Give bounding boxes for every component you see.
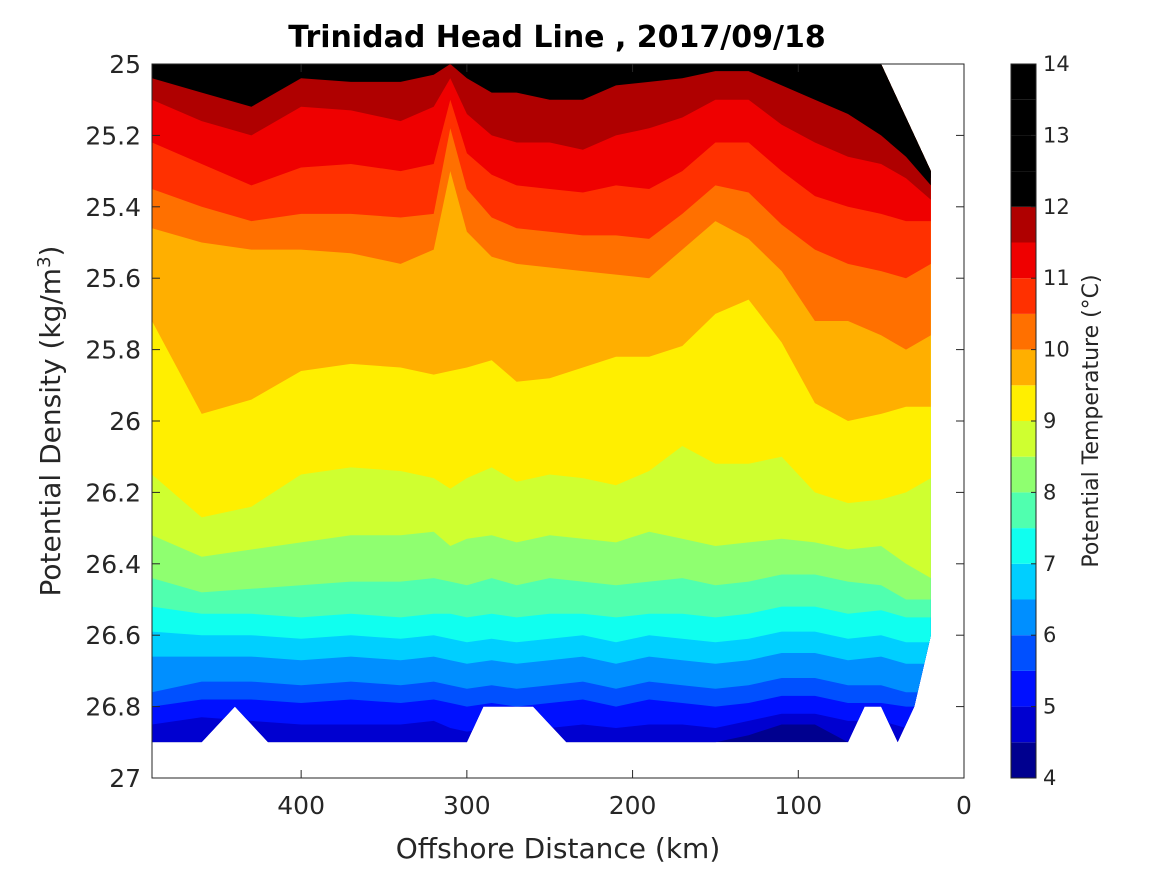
colorbar-swatch	[1011, 99, 1036, 136]
colorbar-tick-label: 11	[1043, 266, 1070, 290]
y-tick-label: 27	[109, 764, 141, 793]
colorbar-swatch	[1011, 706, 1036, 743]
y-tick-label: 26.8	[85, 693, 141, 722]
x-tick-label: 300	[443, 791, 491, 820]
y-tick-label: 26.6	[85, 621, 141, 650]
y-tick-label: 25	[109, 50, 141, 79]
colorbar-tick-label: 7	[1043, 552, 1056, 576]
y-tick-label: 26	[109, 407, 141, 436]
colorbar-swatch	[1011, 670, 1036, 707]
y-tick-label: 26.4	[85, 550, 141, 579]
colorbar-swatch	[1011, 171, 1036, 207]
x-axis: 400 300 200 100 0	[277, 64, 972, 820]
colorbar-swatch	[1011, 278, 1036, 314]
y-tick-label: 26.2	[85, 478, 141, 507]
colorbar-swatch	[1011, 135, 1036, 172]
colorbar-swatch	[1011, 242, 1036, 279]
colorbar-label: Potential Temperature (°C)	[1079, 274, 1104, 567]
colorbar-ticks: 4 5 6 7 8 9 10 11 12 13 14	[1031, 52, 1070, 790]
colorbar-tick-label: 9	[1043, 409, 1056, 433]
colorbar-swatch	[1011, 456, 1036, 493]
colorbar-tick-label: 10	[1043, 338, 1070, 362]
colorbar-swatch	[1011, 313, 1036, 350]
colorbar-swatch	[1011, 599, 1036, 636]
colorbar-tick-label: 14	[1043, 52, 1070, 76]
x-tick-label: 200	[609, 791, 657, 820]
colorbar-swatch	[1011, 492, 1036, 529]
colorbar-swatch	[1011, 349, 1036, 386]
colorbar-swatch	[1011, 563, 1036, 600]
colorbar-tick-label: 13	[1043, 123, 1070, 147]
y-axis-label-main: Potential Density (kg/m	[34, 268, 67, 597]
chart-title: Trinidad Head Line , 2017/09/18	[288, 20, 825, 55]
colorbar-swatch	[1011, 385, 1036, 421]
colorbar-swatch	[1011, 421, 1036, 457]
colorbar-swatch	[1011, 742, 1036, 778]
colorbar-swatch	[1011, 64, 1036, 100]
y-axis: 25 25.2 25.4 25.6 25.8 26 26.2 26.4 26.6 26.8 27	[85, 50, 964, 793]
colorbar-tick-label: 4	[1043, 766, 1056, 790]
colorbar	[1011, 64, 1036, 778]
colorbar-swatch	[1011, 206, 1036, 243]
y-axis-label-superscript: 3	[34, 256, 55, 267]
y-axis-label-close: )	[34, 246, 67, 257]
colorbar-swatch	[1011, 528, 1036, 564]
colorbar-tick-label: 8	[1043, 480, 1056, 504]
y-tick-label: 25.2	[85, 121, 141, 150]
x-axis-label: Offshore Distance (km)	[396, 832, 721, 865]
colorbar-tick-label: 12	[1043, 195, 1070, 219]
contour-fills	[152, 64, 931, 743]
y-tick-label: 25.8	[85, 336, 141, 365]
colorbar-tick-label: 5	[1043, 695, 1056, 719]
x-tick-label: 400	[277, 791, 325, 820]
x-tick-label: 100	[774, 791, 822, 820]
contour-band-13	[152, 64, 931, 86]
contour-band-11.5	[152, 64, 931, 200]
colorbar-tick-label: 6	[1043, 623, 1056, 647]
colorbar-swatch	[1011, 635, 1036, 671]
y-axis-label: Potential Density (kg/m3)	[34, 246, 68, 597]
x-tick-label: 0	[956, 791, 972, 820]
y-tick-label: 25.6	[85, 264, 141, 293]
y-tick-label: 25.4	[85, 193, 141, 222]
